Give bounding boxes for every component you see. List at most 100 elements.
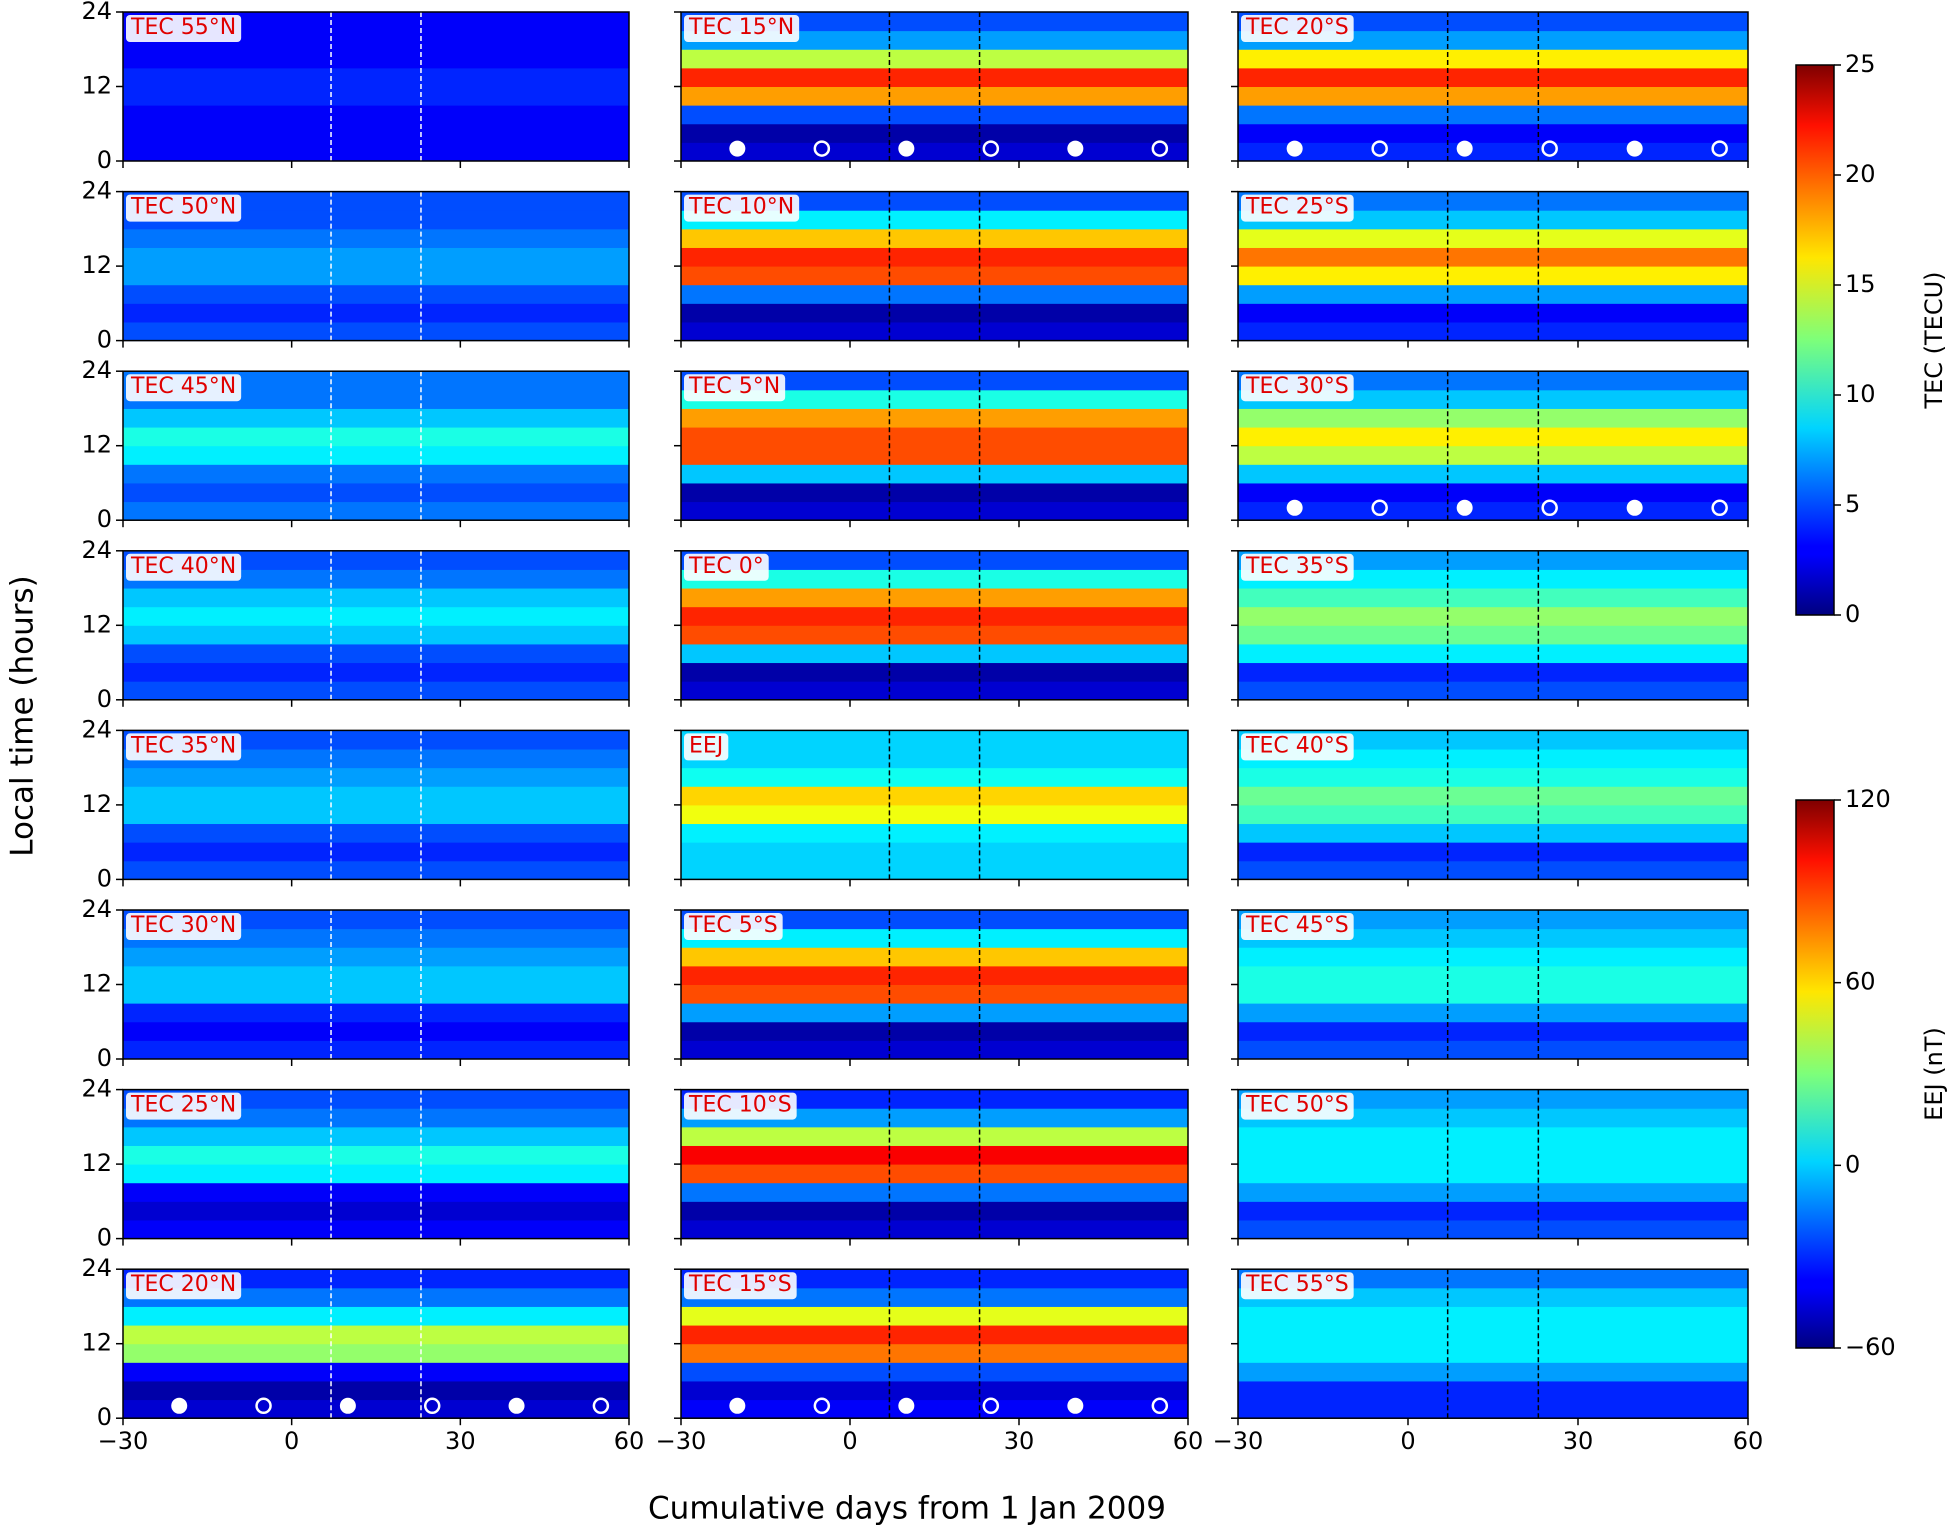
colorbar-tick-label: 0 [1845,600,1860,628]
heatmap-cell [123,1089,629,1109]
panel-label: TEC 5°S [688,913,778,938]
heatmap-cell [1238,427,1748,447]
heatmap-cell [123,1343,629,1363]
new-moon-marker [1711,140,1728,157]
heatmap-cell [681,210,1188,230]
x-tick-label: 30 [1004,1427,1035,1455]
full-moon-marker [1286,499,1303,516]
heatmap-cell [1238,1362,1748,1382]
heatmap-cell [681,228,1188,248]
panel-label-box [684,553,769,581]
heatmap-cell [123,804,629,825]
heatmap-cell [681,427,1188,447]
heatmap-cell [123,191,629,211]
colorbar [1795,64,1835,616]
heatmap-cell [681,767,1188,787]
heatmap-cell [1238,1399,1748,1419]
heatmap-cell [681,1362,1188,1382]
heatmap-cell [681,30,1188,50]
heatmap-cell [1238,910,1748,930]
y-tick-label: 12 [81,72,112,100]
heatmap-cell [123,1325,629,1345]
full-moon-marker [1286,140,1303,157]
new-moon-marker [255,1397,272,1415]
panel-label-box [126,1272,242,1300]
heatmap-cell [1238,730,1748,750]
x-tick-label: 0 [1400,1427,1415,1455]
heatmap-cell [123,321,629,342]
heatmap-cell [681,984,1188,1004]
heatmap-cell [681,49,1188,69]
x-tick-label: 60 [614,1427,645,1455]
panel-label-box [126,194,242,222]
panel-label-box [684,733,729,761]
heatmap-cell [681,786,1188,806]
heatmap-cell [1238,464,1748,484]
heatmap-cell [1238,984,1748,1004]
heatmap-cell [123,1201,629,1221]
heatmap-cell [1238,303,1748,323]
panel-label-box [684,913,783,940]
heatmap-cell [123,643,629,664]
heatmap-cell [123,662,629,682]
heatmap-cell [681,928,1188,948]
full-moon-marker [729,140,746,157]
panel-label-box [126,733,242,761]
colorbar [1795,799,1835,1349]
heatmap-cell [123,247,629,267]
new-moon-marker [1541,140,1558,157]
panel-label: TEC 45°N [130,374,236,399]
heatmap-cell [681,105,1188,125]
heatmap-cell [123,681,629,701]
heatmap-cell [681,1343,1188,1363]
heatmap-cell [1238,550,1748,570]
panel-label: TEC 35°N [130,733,236,758]
new-moon-marker [1541,499,1558,517]
panel-label-box [126,15,242,42]
heatmap-cell [1238,842,1748,862]
panel-label-box [684,15,800,42]
y-tick-label: 12 [81,610,112,638]
heatmap-cell [123,284,629,304]
heatmap-cell [1238,123,1748,143]
heatmap-cell [123,730,629,750]
heatmap-cell [1238,588,1748,608]
heatmap-cell [681,569,1188,589]
new-moon-marker [423,1397,441,1415]
heatmap-cell [1238,823,1748,843]
heatmap-cell [123,266,629,286]
panel-label: TEC 40°N [130,554,236,579]
panel-label: TEC 50°S [1245,1093,1349,1118]
heatmap-cell [123,550,629,570]
heatmap-cell [123,30,629,50]
heatmap-cell [681,965,1188,985]
colorbar-label: TEC (TECU) [1920,271,1948,409]
heatmap-cell [123,86,629,106]
heatmap-cell [681,1182,1188,1202]
heatmap-cell [681,662,1188,682]
panel-label-box [1241,374,1354,402]
heatmap-cell [123,12,629,32]
heatmap-cell [681,860,1188,880]
new-moon-marker [1711,499,1728,517]
panel-label: TEC 15°N [688,15,794,40]
panel-label: TEC 45°S [1245,913,1349,938]
heatmap-cell [1238,786,1748,806]
heatmap-cell [123,1182,629,1202]
panel-label: TEC 35°S [1245,554,1349,579]
heatmap-cell [123,210,629,230]
heatmap-cell [123,1126,629,1146]
heatmap-cell [123,1362,629,1382]
panel-label-box [1241,553,1354,581]
y-tick-label: 24 [81,1075,112,1103]
heatmap-cell [1238,767,1748,787]
heatmap-cell [123,389,629,409]
y-tick-label: 12 [81,970,112,998]
x-tick-label: 0 [842,1427,857,1455]
y-tick-label: 0 [97,1403,112,1431]
y-tick-label: 0 [97,146,112,174]
new-moon-marker [1371,499,1388,517]
heatmap-cell [1238,86,1748,106]
y-tick-label: 0 [97,505,112,533]
heatmap-cell [681,284,1188,304]
